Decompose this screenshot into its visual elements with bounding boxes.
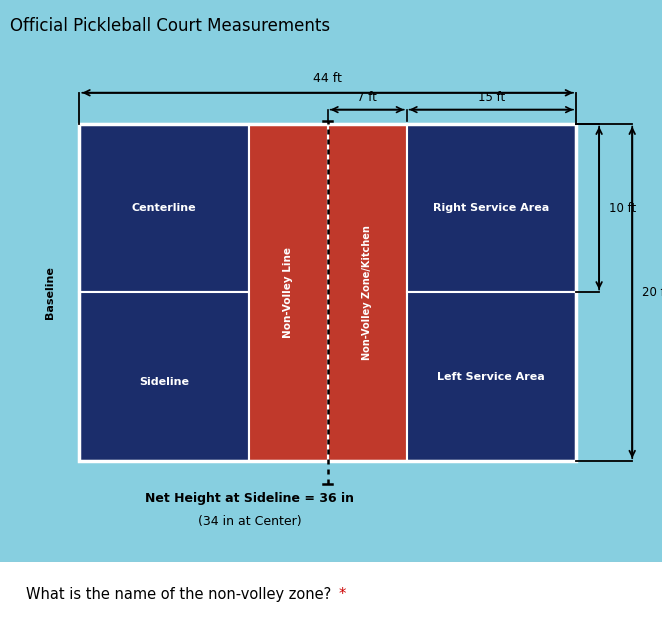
Bar — [328, 124, 406, 461]
Text: Baseline: Baseline — [44, 266, 55, 319]
Text: Non-Volley Line: Non-Volley Line — [283, 247, 293, 338]
Text: (34 in at Center): (34 in at Center) — [198, 514, 301, 528]
Text: Right Service Area: Right Service Area — [433, 203, 549, 213]
Bar — [406, 293, 576, 461]
Bar — [79, 293, 249, 461]
Text: 7 ft: 7 ft — [357, 91, 377, 104]
Text: Non-Volley Zone/Kitchen: Non-Volley Zone/Kitchen — [362, 225, 372, 360]
Text: Left Service Area: Left Service Area — [438, 372, 545, 381]
Bar — [79, 124, 576, 461]
Text: 15 ft: 15 ft — [478, 91, 505, 104]
Bar — [79, 124, 249, 293]
Text: What is the name of the non-volley zone?: What is the name of the non-volley zone? — [26, 587, 336, 602]
Text: 20 ft: 20 ft — [642, 286, 662, 299]
Bar — [249, 124, 328, 461]
Bar — [406, 124, 576, 293]
Text: 10 ft: 10 ft — [609, 201, 636, 215]
Text: Centerline: Centerline — [132, 203, 197, 213]
Text: Sideline: Sideline — [139, 378, 189, 387]
Text: 44 ft: 44 ft — [313, 72, 342, 86]
Text: Net Height at Sideline = 36 in: Net Height at Sideline = 36 in — [145, 492, 354, 505]
Text: Official Pickleball Court Measurements: Official Pickleball Court Measurements — [10, 17, 330, 35]
Text: *: * — [339, 587, 346, 602]
